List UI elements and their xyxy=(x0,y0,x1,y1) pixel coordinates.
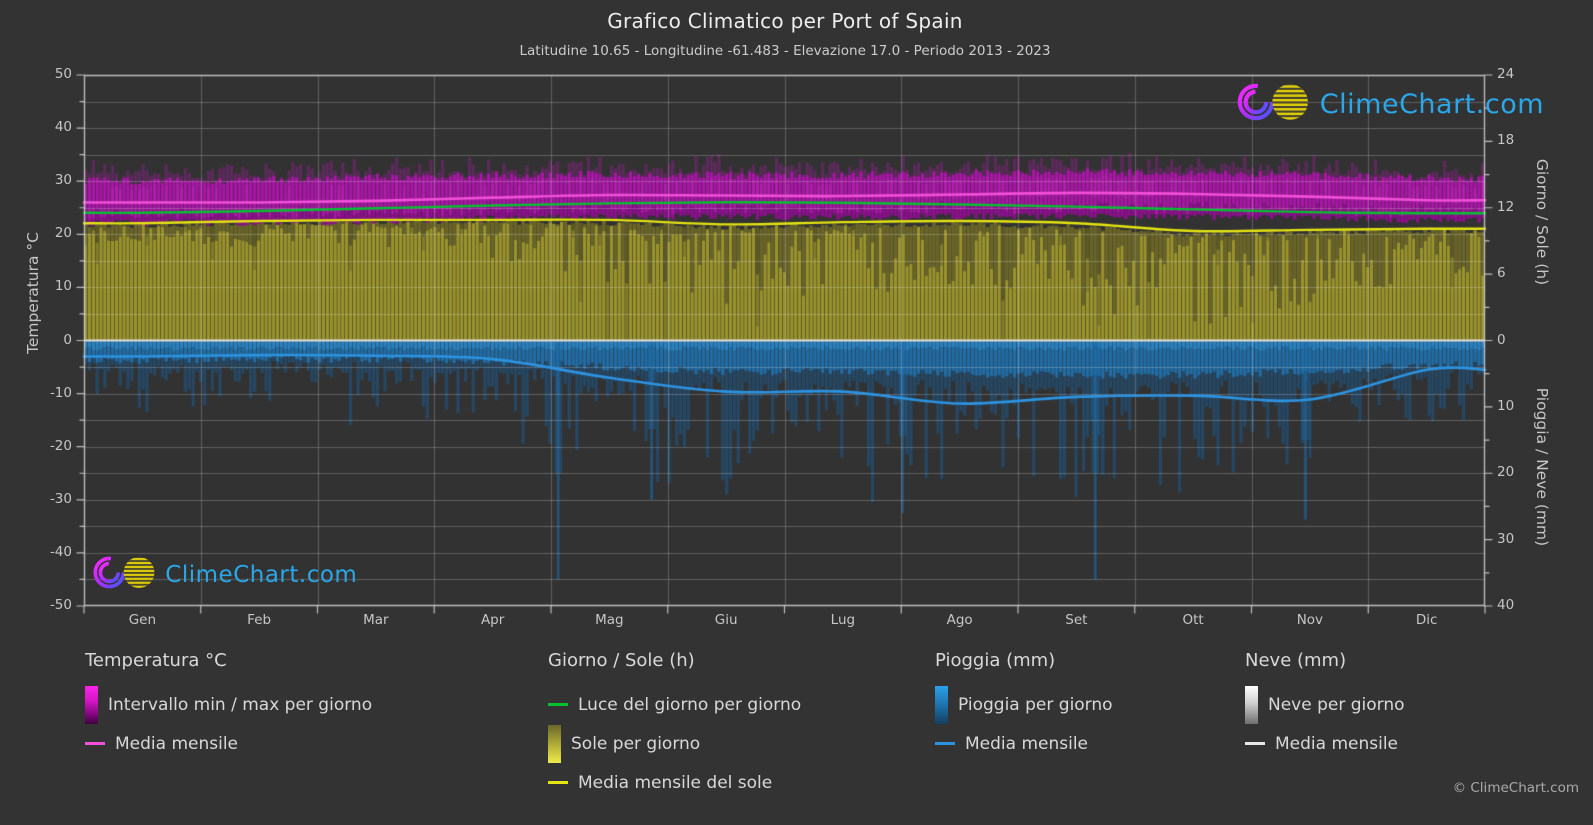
y-tick-label-rain: 30 xyxy=(1497,530,1515,547)
x-tick-label-month: Nov xyxy=(1296,612,1324,628)
line-swatch-icon xyxy=(935,742,955,745)
x-tick-label-month: Feb xyxy=(247,612,272,628)
line-swatch-icon xyxy=(548,781,568,784)
x-tick-label-month: Ott xyxy=(1182,612,1204,628)
legend-group-title: Neve (mm) xyxy=(1245,650,1347,671)
y-tick-label-temp: -10 xyxy=(49,384,72,401)
page-subtitle: Latitudine 10.65 - Longitudine -61.483 -… xyxy=(519,43,1051,59)
x-tick-label-month: Set xyxy=(1065,612,1088,628)
y-tick-label-sun: 18 xyxy=(1497,132,1515,149)
legend-group-temperatura-c: Temperatura °C Intervallo min / max per g… xyxy=(85,650,372,763)
y-tick-label-rain: 20 xyxy=(1497,464,1515,481)
legend-group-title: Temperatura °C xyxy=(85,650,227,671)
legend-group-title: Giorno / Sole (h) xyxy=(548,650,695,671)
legend-item-label: Media mensile xyxy=(965,733,1089,754)
climechart-logo-icon xyxy=(1236,83,1316,125)
legend-item-label: Media mensile xyxy=(115,733,239,754)
x-tick-label-month: Mar xyxy=(363,612,389,628)
y-axis-label-day-sun: Giorno / Sole (h) xyxy=(1533,158,1551,286)
legend-item-label: Luce del giorno per giorno xyxy=(578,694,802,715)
g-temp-swatch-icon xyxy=(85,685,98,724)
g-snow-swatch-icon xyxy=(1245,685,1258,724)
y-tick-label-temp: -50 xyxy=(49,597,72,613)
y-tick-label-rain: 40 xyxy=(1497,597,1515,613)
y-tick-label-temp: -30 xyxy=(49,490,72,507)
line-swatch-icon xyxy=(1245,742,1265,745)
line-swatch-icon xyxy=(548,703,568,706)
y-tick-label-temp: -20 xyxy=(49,437,72,454)
legend-group-title: Pioggia (mm) xyxy=(935,650,1056,671)
legend-item-label: Pioggia per giorno xyxy=(958,694,1113,715)
legend-group-giorno-sole-h-: Giorno / Sole (h) Luce del giorno per gio… xyxy=(548,650,801,802)
legend-group-neve-mm-: Neve (mm) Neve per giorno Media mensile xyxy=(1245,650,1405,763)
x-tick-label-month: Dic xyxy=(1415,612,1438,628)
x-tick-label-month: Giu xyxy=(714,612,738,628)
y-tick-label-temp: -40 xyxy=(49,543,72,560)
watermark-text: ClimeChart.com xyxy=(1319,88,1545,120)
legend-item: Neve per giorno xyxy=(1245,685,1405,724)
legend-item-label: Neve per giorno xyxy=(1268,694,1405,715)
legend-item: Sole per giorno xyxy=(548,724,801,763)
legend-item-label: Media mensile xyxy=(1275,733,1399,754)
x-tick-label-month: Apr xyxy=(480,612,505,628)
climechart-logo-icon xyxy=(92,556,161,593)
y-tick-label-temp: 40 xyxy=(54,119,72,136)
y-tick-label-sun: 0 xyxy=(1497,331,1506,348)
watermark-top-right: ClimeChart.com xyxy=(1236,83,1544,125)
legend-item: Intervallo min / max per giorno xyxy=(85,685,372,724)
y-tick-label-sun: 24 xyxy=(1497,66,1515,82)
y-tick-label-rain: 10 xyxy=(1497,397,1515,414)
x-tick-label-month: Lug xyxy=(830,612,856,628)
legend-item: Media mensile xyxy=(85,724,372,763)
y-tick-label-temp: 50 xyxy=(54,66,72,82)
g-sun-swatch-icon xyxy=(548,724,561,763)
legend-item-label: Sole per giorno xyxy=(571,733,701,754)
x-tick-label-month: Ago xyxy=(946,612,973,628)
copyright-text: © ClimeChart.com xyxy=(1452,780,1579,796)
watermark-text: ClimeChart.com xyxy=(165,561,358,588)
legend-item-label: Intervallo min / max per giorno xyxy=(108,694,373,715)
legend-item: Media mensile del sole xyxy=(548,763,801,802)
y-tick-label-temp: 10 xyxy=(54,278,72,295)
page-title: Grafico Climatico per Port of Spain xyxy=(607,9,963,33)
legend-item: Pioggia per giorno xyxy=(935,685,1113,724)
g-rain-swatch-icon xyxy=(935,685,948,724)
y-axis-label-rain-snow: Pioggia / Neve (mm) xyxy=(1533,387,1551,547)
x-tick-label-month: Gen xyxy=(128,612,157,628)
line-swatch-icon xyxy=(85,742,105,745)
y-tick-label-sun: 12 xyxy=(1497,198,1515,215)
legend-item: Luce del giorno per giorno xyxy=(548,685,801,724)
y-tick-label-temp: 20 xyxy=(54,225,72,242)
y-tick-label-sun: 6 xyxy=(1497,265,1506,282)
y-tick-label-temp: 30 xyxy=(54,172,72,189)
x-tick-label-month: Mag xyxy=(595,612,624,628)
watermark-bottom-left: ClimeChart.com xyxy=(92,556,357,593)
y-tick-label-temp: 0 xyxy=(63,331,72,348)
legend-group-pioggia-mm-: Pioggia (mm) Pioggia per giorno Media mens… xyxy=(935,650,1113,763)
legend-item: Media mensile xyxy=(1245,724,1405,763)
legend-item: Media mensile xyxy=(935,724,1113,763)
legend-item-label: Media mensile del sole xyxy=(578,772,773,793)
